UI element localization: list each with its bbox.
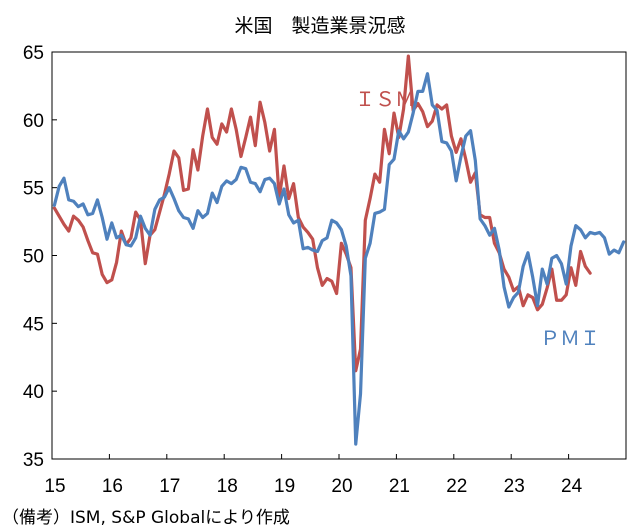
x-tick-label: 15	[44, 476, 65, 497]
series-line-pmi	[52, 72, 626, 446]
x-axis: 15 16 17 18 19 20 21 22 23 24	[44, 454, 583, 497]
series-label-ism: ＩＳＭ	[355, 87, 415, 111]
x-tick-label: 18	[217, 476, 238, 497]
x-tick-label: 24	[561, 476, 583, 497]
y-tick-label: 35	[23, 450, 44, 471]
x-tick-label: 20	[331, 476, 352, 497]
x-tick-label: 22	[446, 476, 467, 497]
y-tick-label: 55	[23, 179, 44, 200]
source-note: （備考）ISM, S&P Globalにより作成	[2, 508, 290, 528]
x-tick-label: 21	[389, 476, 410, 497]
y-tick-label: 50	[23, 247, 44, 268]
x-tick-label: 19	[274, 476, 295, 497]
y-tick-label: 40	[23, 382, 44, 403]
series-line-ism	[52, 54, 592, 373]
y-tick-label: 65	[23, 43, 44, 64]
series-lines	[52, 54, 626, 446]
x-tick-label: 23	[504, 476, 525, 497]
chart-title: 米国 製造業景況感	[234, 15, 405, 37]
y-tick-label: 60	[23, 111, 44, 132]
x-tick-label: 17	[159, 476, 180, 497]
x-tick-label: 16	[102, 476, 123, 497]
series-label-pmi: ＰＭＩ	[540, 326, 600, 350]
y-tick-label: 45	[23, 314, 44, 335]
y-axis: 35 40 45 50 55 60 65	[23, 43, 57, 471]
